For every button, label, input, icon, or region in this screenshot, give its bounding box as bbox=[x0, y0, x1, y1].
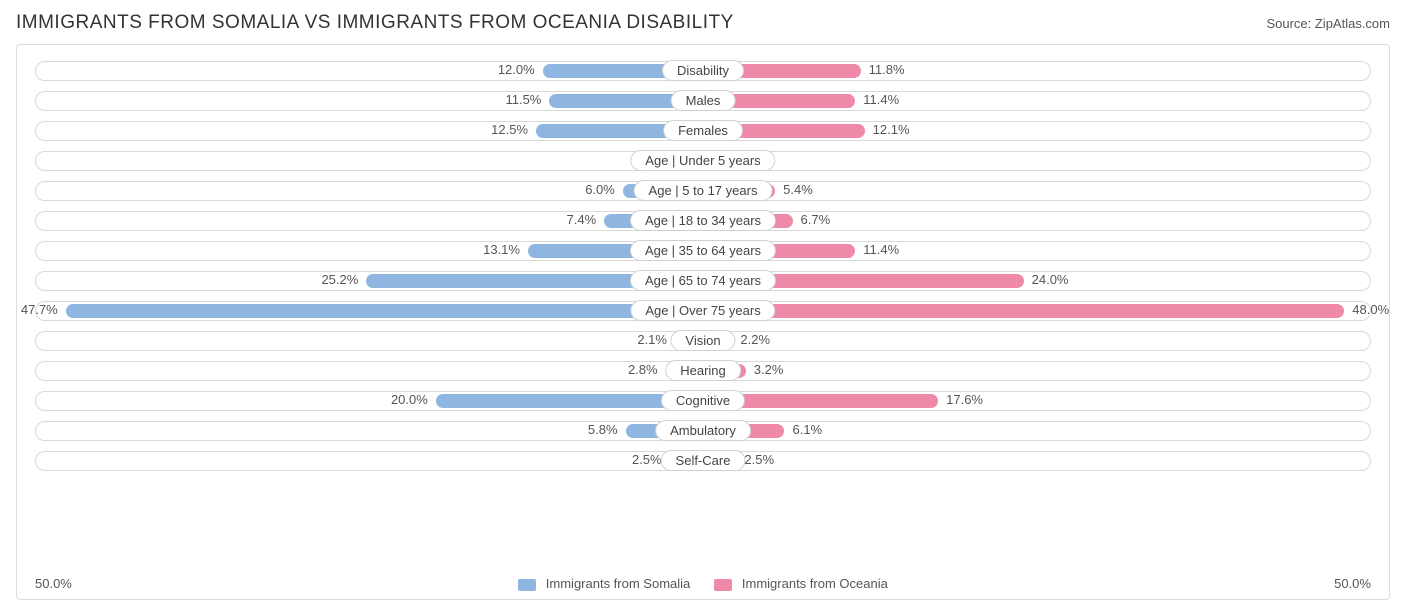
legend-swatch-right bbox=[714, 579, 732, 591]
category-pill: Vision bbox=[670, 330, 735, 351]
value-right: 6.7% bbox=[801, 212, 831, 227]
category-pill: Age | Under 5 years bbox=[630, 150, 775, 171]
legend-swatch-left bbox=[518, 579, 536, 591]
category-pill: Males bbox=[671, 90, 736, 111]
value-left: 2.5% bbox=[632, 452, 662, 467]
value-left: 5.8% bbox=[588, 422, 618, 437]
legend-item-right: Immigrants from Oceania bbox=[714, 576, 888, 591]
chart-row: 6.0% 5.4% Age | 5 to 17 years bbox=[35, 179, 1371, 203]
category-pill: Age | 18 to 34 years bbox=[630, 210, 776, 231]
axis-left-max: 50.0% bbox=[35, 576, 72, 591]
value-right: 12.1% bbox=[873, 122, 910, 137]
source-credit: Source: ZipAtlas.com bbox=[1266, 16, 1390, 31]
category-pill: Age | 5 to 17 years bbox=[634, 180, 773, 201]
category-pill: Age | 35 to 64 years bbox=[630, 240, 776, 261]
category-pill: Age | 65 to 74 years bbox=[630, 270, 776, 291]
value-left: 13.1% bbox=[483, 242, 520, 257]
chart-row: 2.8% 3.2% Hearing bbox=[35, 359, 1371, 383]
bar-right bbox=[703, 304, 1344, 318]
chart-row: 20.0% 17.6% Cognitive bbox=[35, 389, 1371, 413]
value-left: 6.0% bbox=[585, 182, 615, 197]
category-pill: Self-Care bbox=[661, 450, 746, 471]
chart-row: 5.8% 6.1% Ambulatory bbox=[35, 419, 1371, 443]
category-pill: Cognitive bbox=[661, 390, 745, 411]
category-pill: Ambulatory bbox=[655, 420, 751, 441]
category-pill: Females bbox=[663, 120, 743, 141]
value-left: 47.7% bbox=[21, 302, 58, 317]
value-right: 2.2% bbox=[740, 332, 770, 347]
value-left: 25.2% bbox=[321, 272, 358, 287]
value-right: 24.0% bbox=[1032, 272, 1069, 287]
value-left: 2.1% bbox=[637, 332, 667, 347]
legend-item-left: Immigrants from Somalia bbox=[518, 576, 690, 591]
value-right: 6.1% bbox=[792, 422, 822, 437]
chart-row: 2.1% 2.2% Vision bbox=[35, 329, 1371, 353]
value-left: 20.0% bbox=[391, 392, 428, 407]
value-right: 3.2% bbox=[754, 362, 784, 377]
chart-row: 11.5% 11.4% Males bbox=[35, 89, 1371, 113]
value-right: 11.4% bbox=[863, 92, 899, 107]
value-right: 17.6% bbox=[946, 392, 983, 407]
bar-left bbox=[66, 304, 703, 318]
chart-row: 2.5% 2.5%Self-Care bbox=[35, 449, 1371, 473]
value-right: 48.0% bbox=[1352, 302, 1389, 317]
value-left: 7.4% bbox=[567, 212, 597, 227]
value-left: 11.5% bbox=[505, 92, 541, 107]
chart-row: 12.5% 12.1% Females bbox=[35, 119, 1371, 143]
category-pill: Disability bbox=[662, 60, 744, 81]
value-left: 12.0% bbox=[498, 62, 535, 77]
value-right: 11.4% bbox=[863, 242, 899, 257]
chart-row: 7.4% 6.7% Age | 18 to 34 years bbox=[35, 209, 1371, 233]
chart-row: 1.3%1.2%Age | Under 5 years bbox=[35, 149, 1371, 173]
chart-title: IMMIGRANTS FROM SOMALIA VS IMMIGRANTS FR… bbox=[16, 12, 734, 34]
value-right: 11.8% bbox=[869, 62, 905, 77]
chart-area: 12.0% 11.8% Disability 11.5% 11.4% Males 12.5%… bbox=[16, 44, 1390, 600]
chart-row: 25.2% 24.0% Age | 65 to 74 years bbox=[35, 269, 1371, 293]
value-left: 2.8% bbox=[628, 362, 658, 377]
chart-row: 47.7%48.0%Age | Over 75 years bbox=[35, 299, 1371, 323]
category-pill: Age | Over 75 years bbox=[630, 300, 775, 321]
chart-row: 13.1% 11.4% Age | 35 to 64 years bbox=[35, 239, 1371, 263]
category-pill: Hearing bbox=[665, 360, 741, 381]
value-right: 5.4% bbox=[783, 182, 813, 197]
legend: Immigrants from Somalia Immigrants from … bbox=[518, 576, 888, 591]
axis-right-max: 50.0% bbox=[1334, 576, 1371, 591]
chart-row: 12.0% 11.8% Disability bbox=[35, 59, 1371, 83]
value-left: 12.5% bbox=[491, 122, 528, 137]
value-right: 2.5% bbox=[744, 452, 774, 467]
